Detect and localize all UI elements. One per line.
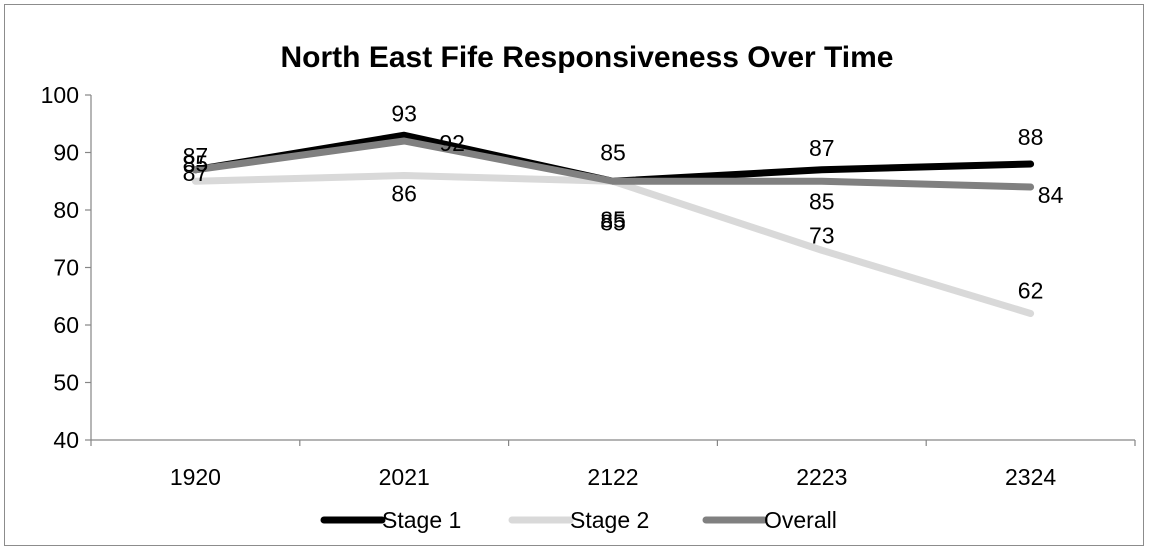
x-tick-label: 2021: [379, 464, 430, 490]
y-tick-label: 50: [53, 370, 79, 396]
series-line-stage-2: [191, 172, 1035, 317]
legend-label: Stage 1: [382, 507, 461, 533]
y-tick-label: 90: [53, 140, 79, 166]
data-label: 85: [600, 139, 626, 165]
y-tick-label: 70: [53, 255, 79, 281]
data-label: 86: [391, 181, 417, 207]
x-tick-label: 2324: [1005, 464, 1056, 490]
y-tick-label: 100: [41, 82, 79, 108]
data-label: 84: [1038, 182, 1064, 208]
chart-title: North East Fife Responsiveness Over Time: [281, 41, 894, 74]
data-label: 87: [183, 160, 209, 186]
data-label: 88: [1018, 124, 1044, 150]
data-label: 85: [809, 188, 835, 214]
data-label: 85: [183, 150, 209, 176]
y-tick-label: 80: [53, 197, 79, 223]
x-tick-label: 1920: [170, 464, 221, 490]
data-label: 92: [439, 130, 465, 156]
x-tick-label: 2122: [587, 464, 638, 490]
legend-label: Overall: [764, 507, 837, 533]
x-tick-label: 2223: [796, 464, 847, 490]
legend-label: Stage 2: [570, 507, 649, 533]
data-label: 62: [1018, 278, 1044, 304]
data-label: 85: [600, 209, 626, 235]
data-label: 87: [183, 143, 209, 169]
chart-frame: [4, 4, 1144, 546]
data-label: 85: [600, 206, 626, 232]
data-label: 87: [809, 135, 835, 161]
data-label: 93: [391, 100, 417, 126]
y-tick-label: 40: [53, 427, 79, 453]
y-tick-label: 60: [53, 312, 79, 338]
data-label: 73: [809, 222, 835, 248]
series-line-overall: [191, 137, 1035, 191]
